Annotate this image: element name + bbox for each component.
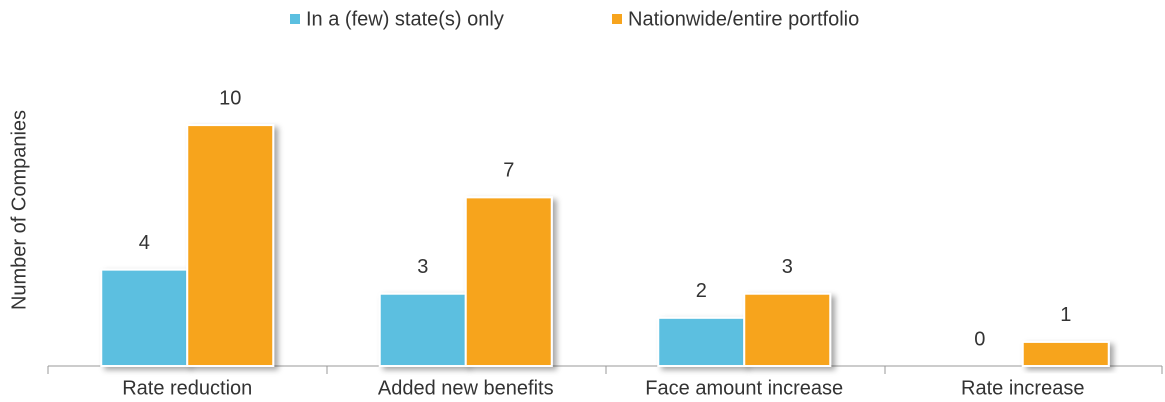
legend-label: In a (few) state(s) only	[306, 8, 504, 30]
bar	[657, 316, 746, 367]
data-label: 3	[782, 256, 793, 278]
data-label: 4	[139, 232, 150, 254]
bar	[743, 292, 832, 367]
x-tick-label: Added new benefits	[378, 377, 554, 399]
bar	[100, 268, 189, 367]
y-axis-label: Number of Companies	[8, 110, 30, 310]
x-tick-label: Face amount increase	[645, 377, 843, 399]
x-tick-label: Rate increase	[961, 377, 1084, 399]
x-axis-ticks	[47, 366, 1163, 374]
data-label: 7	[503, 160, 514, 182]
bar	[378, 292, 467, 367]
legend-label: Nationwide/entire portfolio	[628, 8, 859, 30]
data-label: 0	[974, 328, 985, 350]
data-label: 2	[696, 280, 707, 302]
bar	[464, 196, 553, 367]
bar	[1021, 340, 1110, 367]
data-label: 1	[1060, 304, 1071, 326]
legend-swatch	[612, 14, 622, 24]
x-tick-label: Rate reduction	[122, 377, 252, 399]
data-label: 3	[417, 256, 428, 278]
legend-swatch	[290, 14, 300, 24]
data-label: 10	[219, 87, 241, 109]
bar	[186, 124, 275, 367]
